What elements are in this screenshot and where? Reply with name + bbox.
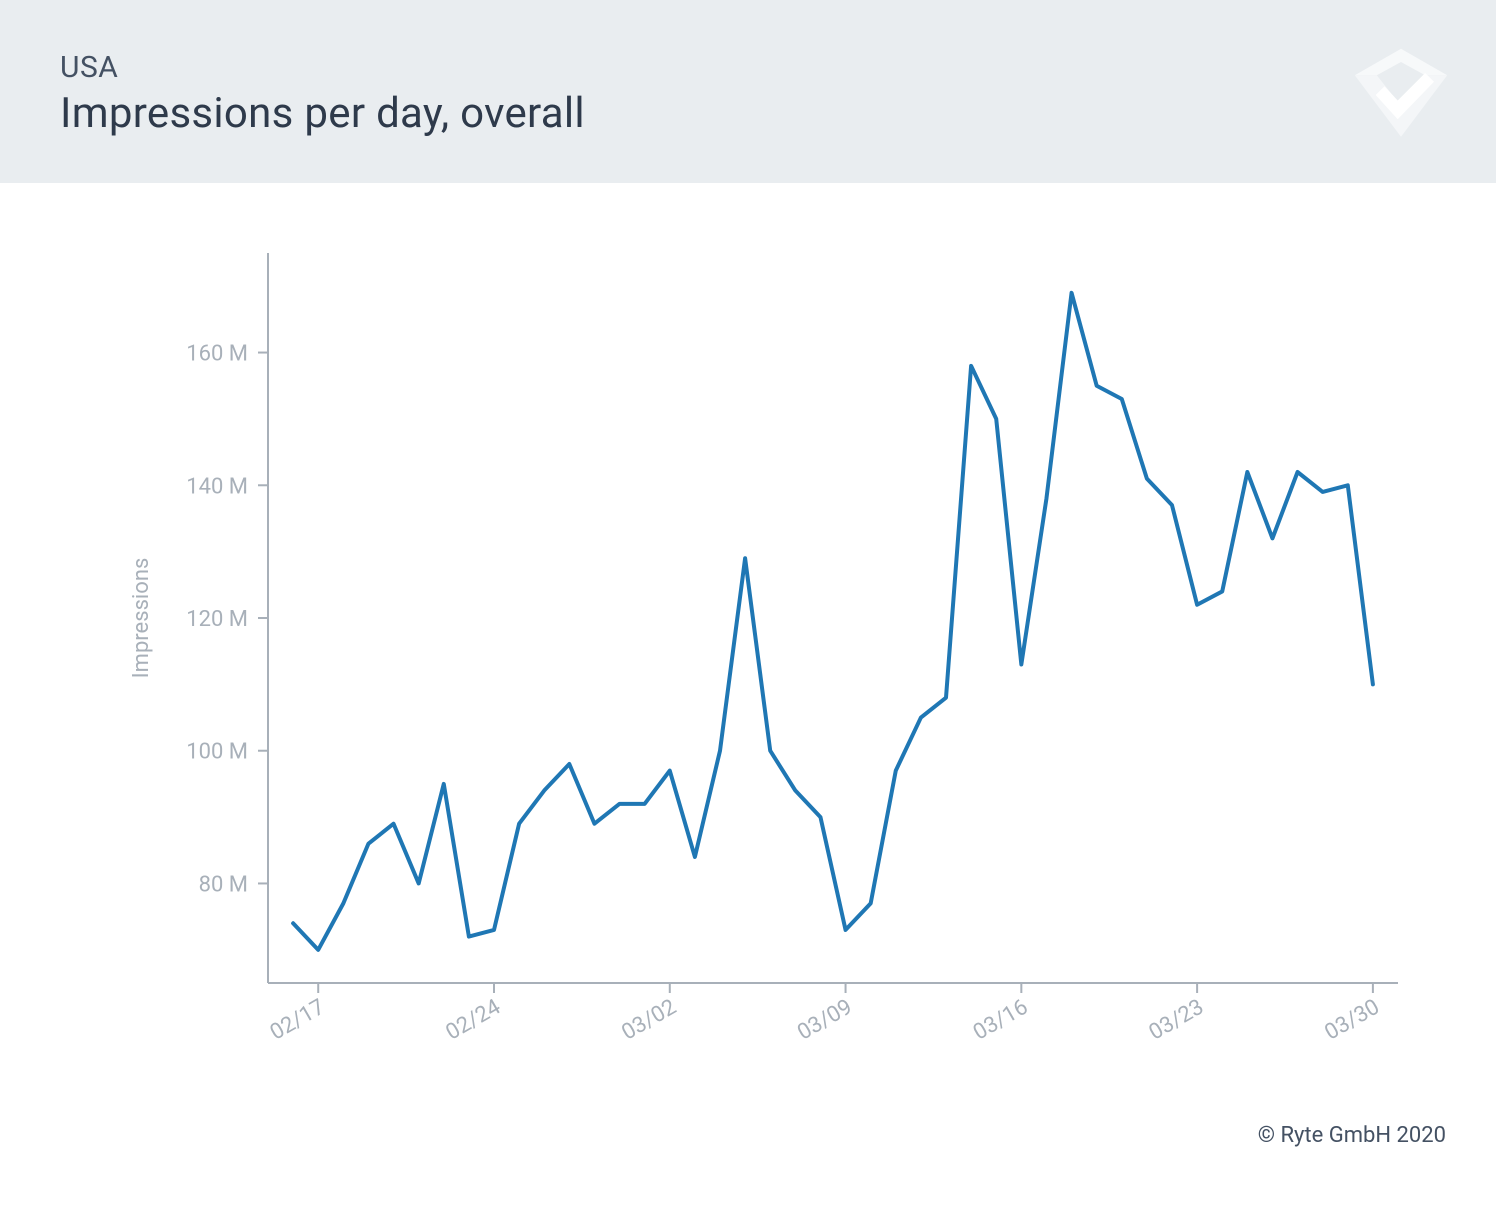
x-tick-label: 02/17 — [266, 995, 329, 1046]
y-axis-label: Impressions — [129, 558, 154, 679]
header-subtitle: USA — [60, 50, 1436, 85]
x-tick-label: 03/23 — [1145, 995, 1208, 1046]
header-title: Impressions per day, overall — [60, 89, 1436, 138]
data-line — [293, 293, 1373, 950]
y-tick-label: 120 M — [186, 607, 248, 632]
x-tick-label: 03/16 — [969, 995, 1032, 1046]
x-tick-label: 03/02 — [618, 995, 681, 1046]
y-tick-label: 140 M — [186, 474, 248, 499]
x-tick-label: 02/24 — [442, 995, 505, 1046]
x-tick-label: 03/30 — [1321, 995, 1384, 1046]
y-tick-label: 80 M — [199, 872, 248, 897]
y-tick-label: 100 M — [186, 740, 248, 765]
y-tick-label: 160 M — [186, 342, 248, 367]
brand-logo-icon — [1346, 40, 1456, 150]
copyright-text: © Ryte GmbH 2020 — [0, 1123, 1496, 1148]
x-tick-label: 03/09 — [793, 995, 856, 1046]
chart-svg: 80 M 100 M 120 M 140 M 160 M Impressions 02/17… — [48, 223, 1448, 1123]
chart-area: 80 M 100 M 120 M 140 M 160 M Impressions 02/17… — [48, 223, 1448, 1123]
page-container: USA Impressions per day, overall 80 M 100… — [0, 0, 1496, 1188]
header: USA Impressions per day, overall — [0, 0, 1496, 183]
